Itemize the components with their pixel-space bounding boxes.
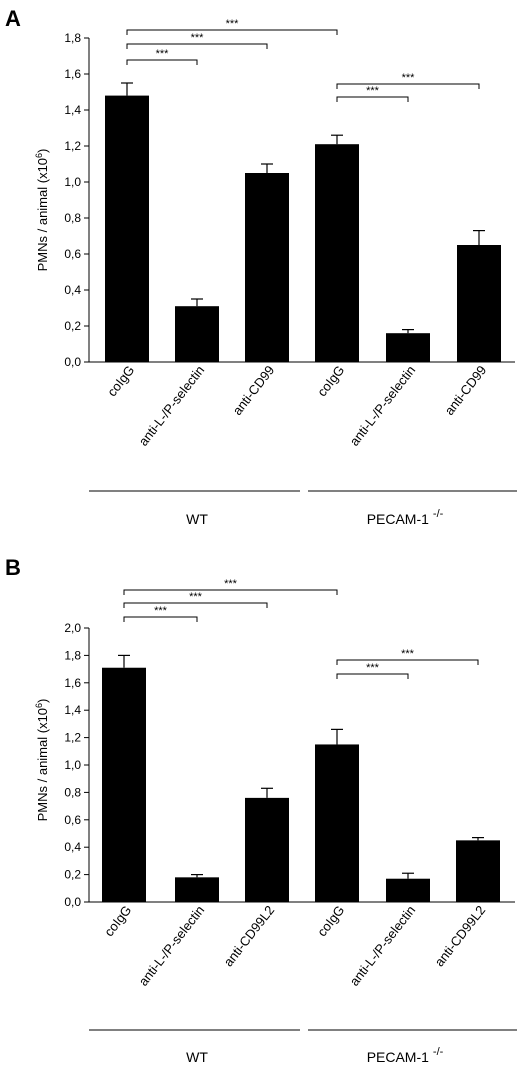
bar-chart-a: 0,00,20,40,60,81,01,21,41,61,8coIgGanti-…	[64, 18, 517, 492]
category-label-b: anti-CD99L2	[221, 903, 278, 970]
y-tick-label-b: 0,6	[64, 813, 81, 827]
significance-label-b: ***	[366, 662, 380, 674]
bar-a	[386, 333, 430, 362]
group-label-wt-a: WT	[186, 511, 208, 527]
significance-label-a: ***	[156, 48, 170, 60]
y-tick-label-b: 2,0	[64, 621, 81, 635]
significance-label-b: ***	[401, 648, 415, 660]
category-label-a: coIgG	[314, 363, 347, 400]
bar-a	[175, 306, 219, 362]
y-tick-label-b: 1,4	[64, 703, 81, 717]
significance-bracket-a	[126, 29, 338, 35]
category-label-b: coIgG	[314, 903, 347, 940]
group-label-wt-b: WT	[186, 1049, 208, 1065]
significance-label-b: ***	[154, 605, 168, 617]
category-label-a: anti-L-/P-selectin	[135, 363, 207, 449]
significance-bracket-b	[336, 659, 479, 665]
y-tick-label-a: 1,8	[64, 31, 81, 45]
panel-letter-a: A	[5, 6, 21, 31]
y-tick-label-b: 0,2	[64, 868, 81, 882]
y-axis-label-a: PMNs / animal (x106)	[34, 149, 50, 272]
category-label-b: anti-CD99L2	[432, 903, 489, 970]
bar-b	[175, 877, 219, 902]
category-label-a: anti-CD99	[442, 363, 490, 418]
bar-b	[245, 797, 289, 902]
significance-label-a: ***	[402, 72, 416, 84]
bar-b	[315, 744, 359, 902]
y-tick-label-b: 0,4	[64, 840, 81, 854]
significance-label-a: ***	[191, 32, 205, 44]
group-label-pecam-a: PECAM-1 -/-	[367, 508, 444, 527]
panel-letter-b: B	[5, 555, 21, 580]
significance-bracket-b	[123, 602, 268, 608]
significance-bracket-a	[336, 96, 409, 102]
significance-bracket-b	[123, 589, 338, 595]
y-tick-label-a: 1,6	[64, 67, 81, 81]
significance-label-a: ***	[226, 18, 240, 30]
category-label-a: coIgG	[104, 363, 137, 400]
significance-label-a: ***	[366, 85, 380, 97]
y-tick-label-a: 0,4	[64, 283, 81, 297]
y-axis-label-b: PMNs / animal (x106)	[34, 699, 50, 822]
category-label-a: anti-CD99	[230, 363, 278, 418]
y-tick-label-b: 1,2	[64, 731, 81, 745]
category-label-b: anti-L-/P-selectin	[346, 903, 418, 989]
significance-bracket-b	[336, 673, 409, 679]
y-tick-label-a: 0,2	[64, 319, 81, 333]
significance-bracket-a	[336, 83, 480, 89]
y-tick-label-a: 1,4	[64, 103, 81, 117]
bar-a	[315, 144, 359, 362]
y-tick-label-b: 1,6	[64, 676, 81, 690]
category-label-a: anti-L-/P-selectin	[346, 363, 418, 449]
bar-a	[245, 173, 289, 362]
significance-bracket-a	[126, 43, 268, 49]
y-tick-label-b: 1,0	[64, 758, 81, 772]
bar-b	[386, 878, 430, 902]
y-tick-label-a: 1,0	[64, 175, 81, 189]
significance-bracket-b	[123, 616, 198, 622]
bar-a	[457, 245, 501, 362]
y-tick-label-a: 1,2	[64, 139, 81, 153]
group-label-pecam-b: PECAM-1 -/-	[367, 1046, 444, 1065]
category-label-b: anti-L-/P-selectin	[135, 903, 207, 989]
y-tick-label-b: 1,8	[64, 648, 81, 662]
bar-b	[456, 840, 500, 902]
significance-label-b: ***	[224, 578, 238, 590]
y-tick-label-a: 0,8	[64, 211, 81, 225]
significance-bracket-a	[126, 59, 198, 65]
bar-b	[102, 667, 146, 902]
y-tick-label-b: 0,0	[64, 895, 81, 909]
category-label-b: coIgG	[101, 903, 134, 940]
bar-a	[105, 95, 149, 362]
significance-label-b: ***	[189, 591, 203, 603]
y-tick-label-a: 0,6	[64, 247, 81, 261]
y-tick-label-b: 0,8	[64, 785, 81, 799]
y-tick-label-a: 0,0	[64, 355, 81, 369]
